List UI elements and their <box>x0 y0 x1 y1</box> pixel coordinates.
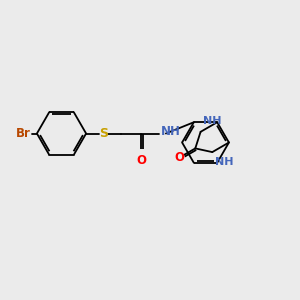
Text: O: O <box>136 154 146 167</box>
Text: S: S <box>99 127 108 140</box>
Text: NH: NH <box>160 124 180 138</box>
Text: NH: NH <box>203 116 221 126</box>
Text: Br: Br <box>15 127 30 140</box>
Text: O: O <box>174 151 184 164</box>
Text: NH: NH <box>215 158 233 167</box>
